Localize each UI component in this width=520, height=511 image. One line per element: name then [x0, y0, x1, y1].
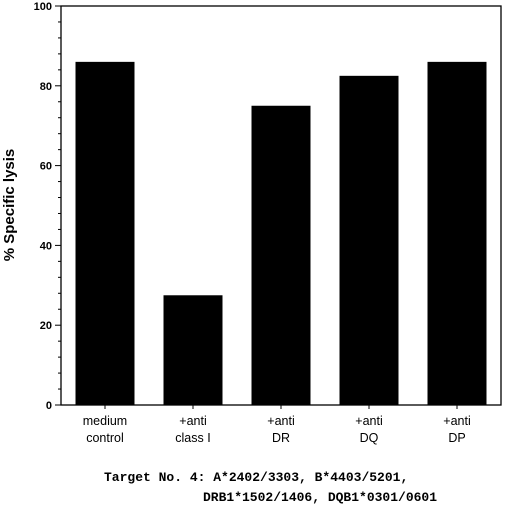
bar — [339, 75, 399, 405]
bar — [427, 61, 487, 406]
x-category-label: medium — [83, 414, 127, 428]
x-category-label: +anti — [267, 414, 294, 428]
bars — [75, 61, 487, 406]
bar — [251, 105, 311, 405]
x-category-label: DQ — [360, 431, 379, 445]
x-category-label: +anti — [355, 414, 382, 428]
x-category-label: DP — [448, 431, 465, 445]
bar — [75, 61, 135, 406]
y-tick-label: 80 — [40, 81, 52, 93]
x-category-label: +anti — [443, 414, 470, 428]
bar — [163, 295, 223, 405]
y-tick-label: 20 — [40, 320, 52, 332]
y-tick-label: 0 — [46, 400, 52, 412]
y-ticks: 0 20 40 60 80 100 — [34, 1, 61, 412]
x-category-labels: medium control +anti class I +anti DR +anti DQ +… — [83, 405, 471, 445]
y-tick-label: 40 — [40, 240, 52, 252]
y-axis-label: % Specific lysis — [1, 149, 18, 262]
caption-line-2: DRB1*1502/1406, DQB1*0301/0601 — [203, 490, 438, 505]
y-tick-label: 60 — [40, 161, 52, 173]
y-tick-label: 100 — [34, 1, 52, 13]
x-category-label: DR — [272, 431, 290, 445]
caption-line-1: Target No. 4: A*2402/3303, B*4403/5201, — [104, 470, 409, 485]
x-category-label: control — [86, 431, 124, 445]
x-category-label: class I — [175, 431, 210, 445]
x-category-label: +anti — [179, 414, 206, 428]
